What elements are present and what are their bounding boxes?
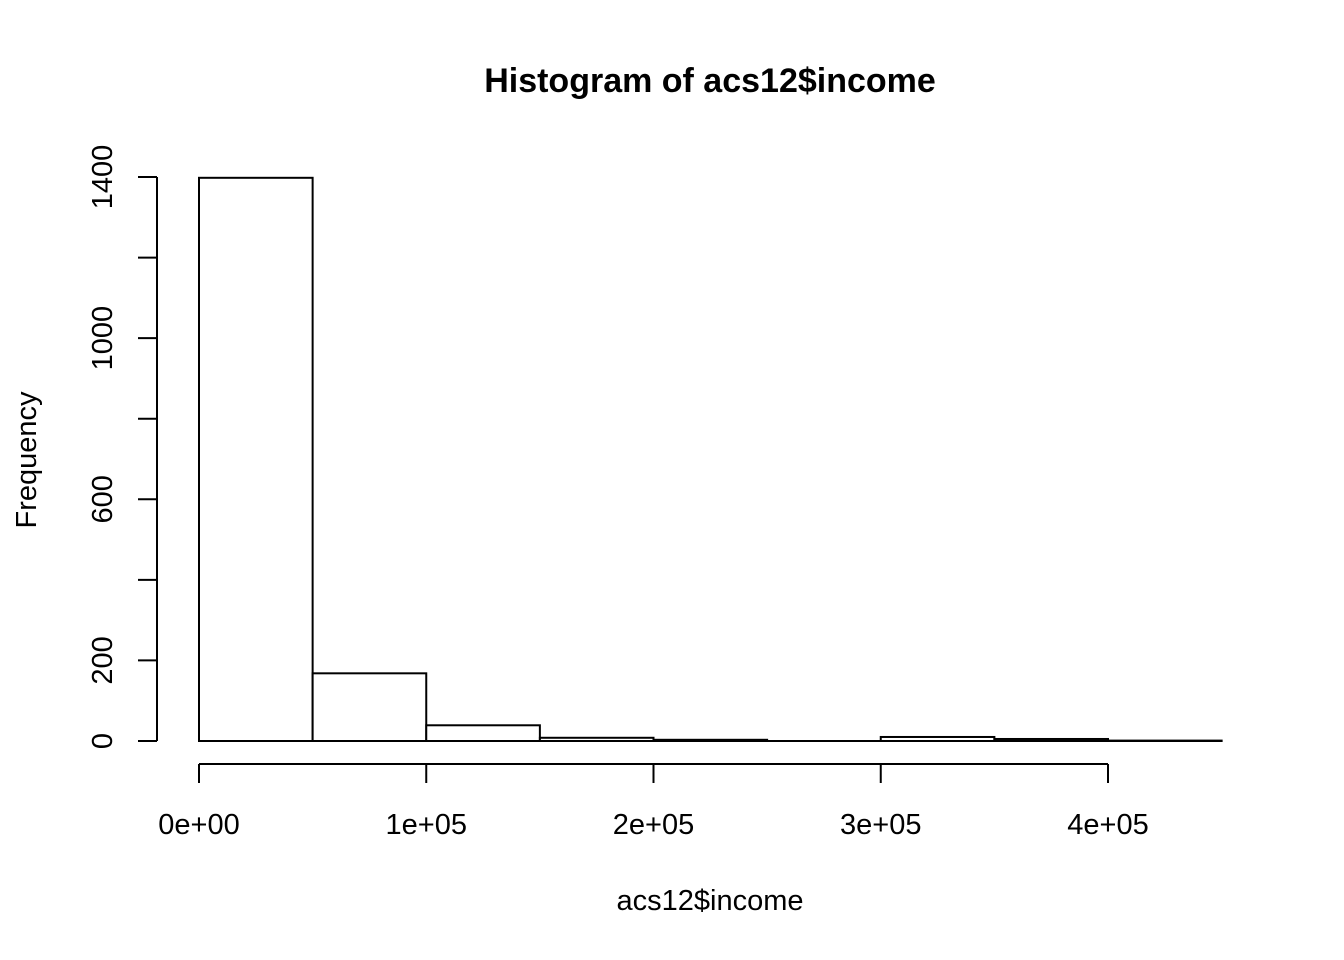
y-tick-label-1: 200 bbox=[87, 636, 119, 684]
histogram-bar-0 bbox=[198, 176, 314, 742]
x-tick-label-1: 1e+05 bbox=[386, 809, 467, 841]
y-tick-label-3: 600 bbox=[87, 475, 119, 523]
bars-group bbox=[198, 176, 1223, 743]
x-axis: 0e+00 1e+05 2e+05 3e+05 4e+05 bbox=[158, 763, 1149, 841]
x-tick-label-3: 3e+05 bbox=[840, 809, 921, 841]
y-tick-label-0: 0 bbox=[87, 733, 119, 749]
y-tick-label-7: 1400 bbox=[87, 145, 119, 210]
x-tick-label-0: 0e+00 bbox=[158, 809, 239, 841]
y-axis-label: Frequency bbox=[11, 391, 43, 529]
x-axis-label: acs12$income bbox=[617, 885, 804, 917]
x-tick-label-2: 2e+05 bbox=[613, 809, 694, 841]
histogram-bar-1 bbox=[311, 672, 428, 743]
chart-title: Histogram of acs12$income bbox=[484, 62, 936, 100]
y-tick-label-5: 1000 bbox=[87, 306, 119, 371]
y-axis: 0 200 600 1000 1400 bbox=[87, 145, 158, 749]
x-tick-label-4: 4e+05 bbox=[1067, 809, 1148, 841]
histogram-bar-2 bbox=[425, 724, 541, 743]
